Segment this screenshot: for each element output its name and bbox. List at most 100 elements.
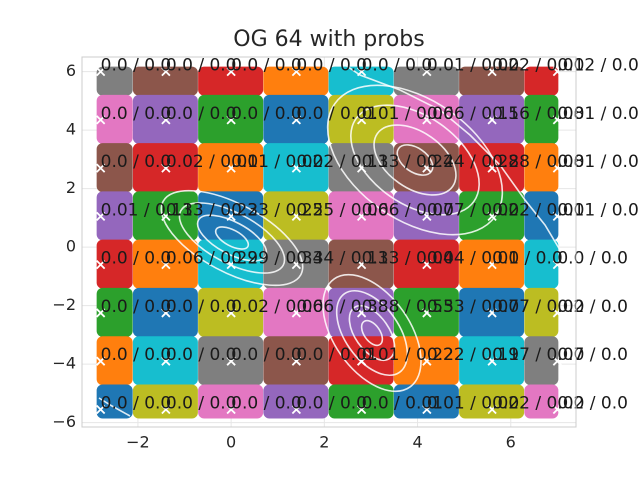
point-cloud	[132, 66, 198, 96]
point-cloud	[459, 66, 525, 96]
plot-frame	[81, 56, 577, 428]
point-label: 0.01 / 0.06	[362, 104, 454, 124]
point-marker	[552, 404, 562, 415]
y-tick-label: −2	[52, 295, 76, 314]
point-label: 0.17 / 0.07	[492, 345, 584, 365]
x-tick-label: 0	[226, 433, 236, 452]
point-marker	[422, 260, 432, 270]
point-cloud	[524, 94, 559, 144]
point-label: 0.0 / 0.0	[492, 249, 563, 269]
point-cloud	[96, 384, 133, 419]
point-marker	[487, 211, 497, 222]
point-marker	[291, 115, 302, 125]
point-label: 0.01 / 0.13	[101, 200, 193, 220]
point-marker	[161, 260, 171, 270]
point-label: 0.53 / 0.07	[427, 297, 519, 317]
point-label: 0.0 / 0.0	[362, 56, 433, 76]
point-marker	[487, 308, 497, 318]
point-label: 0.02 / 0.0	[557, 56, 638, 76]
point-marker	[422, 308, 432, 318]
point-marker	[552, 211, 562, 222]
point-label: 0.02 / 0.13	[296, 152, 388, 172]
point-label: 0.07 / 0.02	[427, 200, 519, 220]
point-marker	[96, 115, 106, 125]
point-label: 0.0 / 0.01	[296, 104, 377, 124]
point-marker	[226, 308, 236, 318]
point-marker	[161, 66, 171, 77]
point-label: 0.02 / 0.06	[231, 297, 323, 317]
point-marker	[356, 66, 367, 77]
point-label: 0.0 / 0.0	[557, 249, 628, 269]
point-marker	[226, 163, 236, 173]
point-marker	[487, 66, 497, 77]
point-marker	[291, 66, 302, 77]
chart-title: OG 64 with probs	[233, 27, 424, 52]
point-label: 0.0 / 0.0	[166, 104, 237, 124]
point-label: 0.0 / 0.0	[166, 56, 237, 76]
point-marker	[96, 260, 106, 270]
point-label: 0.13 / 0.23	[166, 200, 258, 220]
point-cloud	[328, 66, 394, 96]
point-label: 0.34 / 0.13	[296, 249, 388, 269]
point-label: 0.22 / 0.19	[427, 345, 519, 365]
point-label: 0.29 / 0.34	[231, 249, 323, 269]
point-label: 0.01 / 0.0	[557, 104, 638, 124]
point-label: 0.01 / 0.02	[231, 152, 323, 172]
point-cloud	[132, 384, 198, 419]
point-marker	[487, 404, 497, 415]
point-marker	[226, 66, 236, 77]
point-marker	[356, 211, 367, 222]
point-label: 0.01 / 0.22	[362, 345, 454, 365]
point-cloud	[524, 336, 559, 386]
point-cloud	[198, 384, 264, 419]
point-marker	[161, 356, 171, 366]
point-label: 0.13 / 0.24	[362, 152, 454, 172]
point-label: 0.0 / 0.0	[557, 345, 628, 365]
x-tick-label: 6	[506, 433, 516, 452]
point-label: 0.13 / 0.04	[362, 249, 454, 269]
point-label: 0.02 / 0.01	[166, 152, 258, 172]
point-label: 0.0 / 0.0	[557, 393, 628, 413]
point-marker	[291, 163, 302, 173]
point-marker	[356, 308, 367, 318]
point-label: 0.0 / 0.0	[296, 393, 367, 413]
point-marker	[422, 115, 432, 125]
point-label: 0.0 / 0.0	[557, 297, 628, 317]
point-label: 0.0 / 0.0	[101, 104, 172, 124]
point-marker	[161, 115, 171, 125]
point-marker	[96, 404, 106, 415]
point-marker	[356, 260, 367, 270]
point-label: 0.0 / 0.0	[231, 393, 302, 413]
point-label: 0.0 / 0.0	[231, 345, 302, 365]
point-marker	[291, 260, 302, 270]
point-marker	[422, 163, 432, 173]
point-marker	[291, 404, 302, 415]
point-marker	[226, 115, 236, 125]
point-cloud	[198, 66, 264, 96]
point-cloud	[393, 66, 459, 96]
point-cloud	[96, 143, 133, 193]
point-marker	[356, 356, 367, 366]
point-cloud	[328, 384, 394, 419]
point-marker	[552, 66, 562, 77]
point-label: 0.16 / 0.08	[492, 104, 584, 124]
x-tick-label: 2	[319, 433, 329, 452]
point-label: 0.0 / 0.0	[101, 152, 172, 172]
point-marker	[552, 260, 562, 270]
point-cloud	[524, 191, 559, 241]
point-label: 0.0 / 0.0	[101, 249, 172, 269]
point-marker	[291, 308, 302, 318]
point-cloud	[393, 384, 459, 419]
point-label: 0.0 / 0.0	[101, 393, 172, 413]
point-label: 0.06 / 0.07	[362, 200, 454, 220]
point-marker	[161, 163, 171, 173]
point-cloud	[96, 94, 133, 144]
point-marker	[487, 115, 497, 125]
point-marker	[552, 356, 562, 366]
point-marker	[552, 115, 562, 125]
point-cloud	[96, 239, 133, 289]
point-label: 0.0 / 0.0	[231, 104, 302, 124]
point-marker	[291, 211, 302, 222]
point-label: 0.02 / 0.02	[492, 393, 584, 413]
point-marker	[422, 356, 432, 366]
